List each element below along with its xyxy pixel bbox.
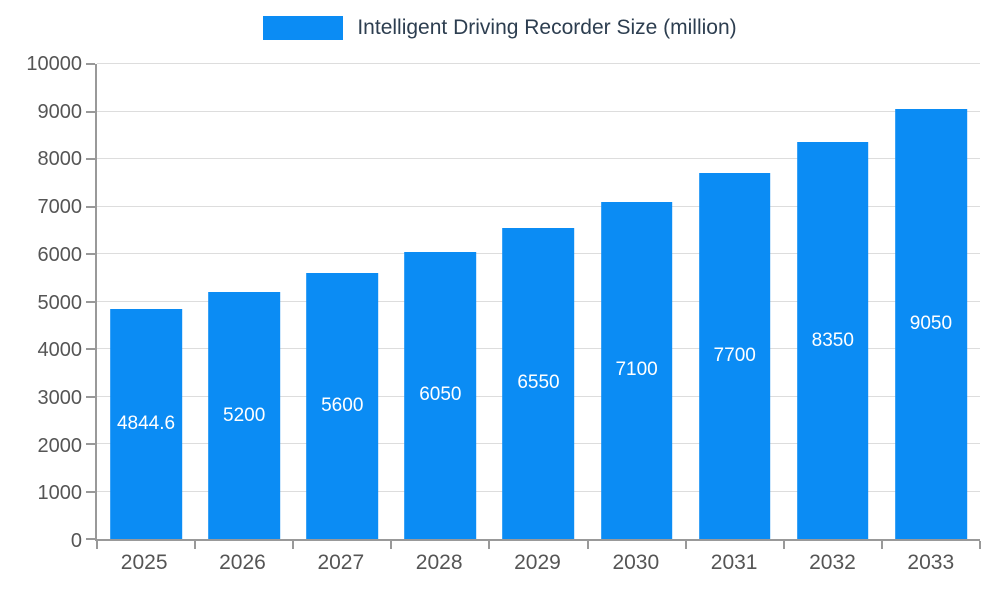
bar-slot: 5200 <box>195 64 293 539</box>
y-tick-label: 2000 <box>37 434 83 457</box>
bar-value-label: 5200 <box>223 404 266 426</box>
x-tick-label: 2026 <box>219 551 266 574</box>
y-tick-mark <box>86 538 95 540</box>
y-tick-mark <box>86 395 95 398</box>
bar-value-label: 7700 <box>713 345 756 367</box>
y-axis-labels: 0 1000 2000 3000 4000 5000 6000 7000 8000 9000 100… <box>0 54 83 551</box>
bar-slot: 7100 <box>588 64 686 539</box>
x-tick-label: 2031 <box>710 551 758 574</box>
x-tick-label: 2029 <box>514 551 561 574</box>
bar-2030: 7100 <box>600 201 673 539</box>
bar-2028: 6050 <box>404 251 477 539</box>
gridline <box>97 63 980 64</box>
bar-2033: 9050 <box>895 109 967 539</box>
x-tick-label: 2027 <box>317 551 365 574</box>
x-tick-mark <box>586 541 589 549</box>
bar-slot: 4844.6 <box>97 64 195 539</box>
x-tick-mark <box>194 541 197 549</box>
y-tick-mark <box>86 300 95 303</box>
bar-2032: 8350 <box>797 142 869 539</box>
y-tick-mark <box>86 253 95 255</box>
y-tick-mark <box>86 110 95 113</box>
legend-series-label: Intelligent Driving Recorder Size (milli… <box>357 16 737 39</box>
bar-slot: 9050 <box>882 64 980 539</box>
x-tick-label: 2028 <box>415 551 463 574</box>
bar-slot: 8350 <box>784 64 882 539</box>
x-tick-mark <box>96 541 98 549</box>
x-axis-labels: 2025 2026 2027 2028 2029 2030 2031 2032 2033 <box>95 551 980 575</box>
bar-2031: 7700 <box>698 173 771 539</box>
bar-2029: 6550 <box>502 227 575 539</box>
bar-slot: 6550 <box>489 64 587 539</box>
bar-value-label: 5600 <box>321 395 364 416</box>
plot-area: 4844.6 5200 5600 6050 6550 7100 7700 8350 9050 <box>86 63 981 549</box>
y-tick-label: 10000 <box>26 53 82 75</box>
bar-value-label: 6050 <box>419 384 462 406</box>
bar-slot: 7700 <box>686 64 784 539</box>
x-tick-mark <box>488 541 491 549</box>
y-tick-mark <box>86 158 95 160</box>
bar-slot: 6050 <box>391 64 489 539</box>
gridline <box>97 205 980 207</box>
x-tick-label: 2033 <box>907 551 955 574</box>
y-tick-label: 8000 <box>37 148 83 171</box>
y-tick-mark <box>86 490 95 493</box>
y-tick-label: 0 <box>70 530 82 552</box>
gridline <box>97 158 980 159</box>
legend-swatch-icon <box>263 16 344 40</box>
bar-value-label: 4844.6 <box>116 412 176 434</box>
bar-value-label: 6550 <box>517 372 560 394</box>
y-tick-label: 9000 <box>37 100 83 123</box>
y-tick-label: 1000 <box>37 482 83 505</box>
bar-slot: 5600 <box>293 64 391 539</box>
x-tick-mark <box>880 541 883 549</box>
bar-value-label: 8350 <box>811 329 854 351</box>
bar-2027: 5600 <box>306 273 379 539</box>
x-tick-label: 2030 <box>612 551 660 574</box>
y-tick-mark <box>86 63 95 65</box>
bar-value-label: 9050 <box>909 313 953 335</box>
y-tick-label: 6000 <box>37 243 83 266</box>
bar-2026: 5200 <box>208 292 280 539</box>
y-tick-mark <box>86 348 95 350</box>
y-tick-label: 7000 <box>37 196 83 219</box>
x-tick-mark <box>979 541 981 549</box>
chart-legend: Intelligent Driving Recorder Size (milli… <box>0 16 1000 40</box>
x-tick-mark <box>782 541 785 549</box>
y-tick-label: 3000 <box>37 386 83 409</box>
x-tick-label: 2032 <box>809 551 856 574</box>
bars-row: 4844.6 5200 5600 6050 6550 7100 7700 8350 9050 <box>97 64 980 539</box>
gridline <box>97 110 980 112</box>
y-tick-mark <box>86 443 95 445</box>
bar-2025: 4844.6 <box>110 308 182 539</box>
y-tick-mark <box>86 205 95 208</box>
x-tick-mark <box>292 541 295 549</box>
bar-value-label: 7100 <box>615 359 658 381</box>
y-tick-label: 4000 <box>37 339 83 362</box>
x-tick-label: 2025 <box>120 551 168 574</box>
x-tick-mark <box>684 541 687 549</box>
x-tick-mark <box>390 541 393 549</box>
y-tick-label: 5000 <box>37 291 83 314</box>
